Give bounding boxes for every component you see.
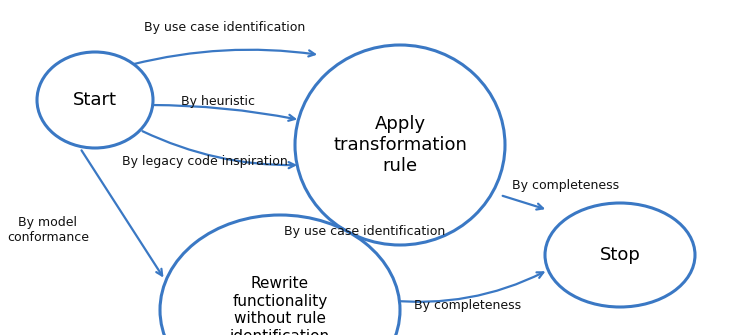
FancyArrowPatch shape xyxy=(347,219,364,240)
Text: By model
conformance: By model conformance xyxy=(7,216,89,244)
FancyArrowPatch shape xyxy=(82,150,162,276)
Ellipse shape xyxy=(295,45,505,245)
Text: Apply
transformation
rule: Apply transformation rule xyxy=(333,115,467,175)
FancyArrowPatch shape xyxy=(142,131,295,168)
Text: By heuristic: By heuristic xyxy=(181,95,255,109)
Text: By completeness: By completeness xyxy=(415,298,522,312)
FancyArrowPatch shape xyxy=(151,105,295,121)
Text: Stop: Stop xyxy=(600,246,640,264)
Text: Start: Start xyxy=(73,91,117,109)
FancyArrowPatch shape xyxy=(133,50,315,64)
FancyArrowPatch shape xyxy=(388,272,543,302)
Text: By use case identification: By use case identification xyxy=(145,21,306,35)
Ellipse shape xyxy=(160,215,400,335)
FancyArrowPatch shape xyxy=(502,196,543,209)
Text: By legacy code inspiration: By legacy code inspiration xyxy=(122,155,288,169)
Text: By use case identification: By use case identification xyxy=(284,225,446,239)
Text: Rewrite
functionality
without rule
identification: Rewrite functionality without rule ident… xyxy=(230,276,330,335)
Ellipse shape xyxy=(545,203,695,307)
Ellipse shape xyxy=(37,52,153,148)
Text: By completeness: By completeness xyxy=(513,180,620,193)
